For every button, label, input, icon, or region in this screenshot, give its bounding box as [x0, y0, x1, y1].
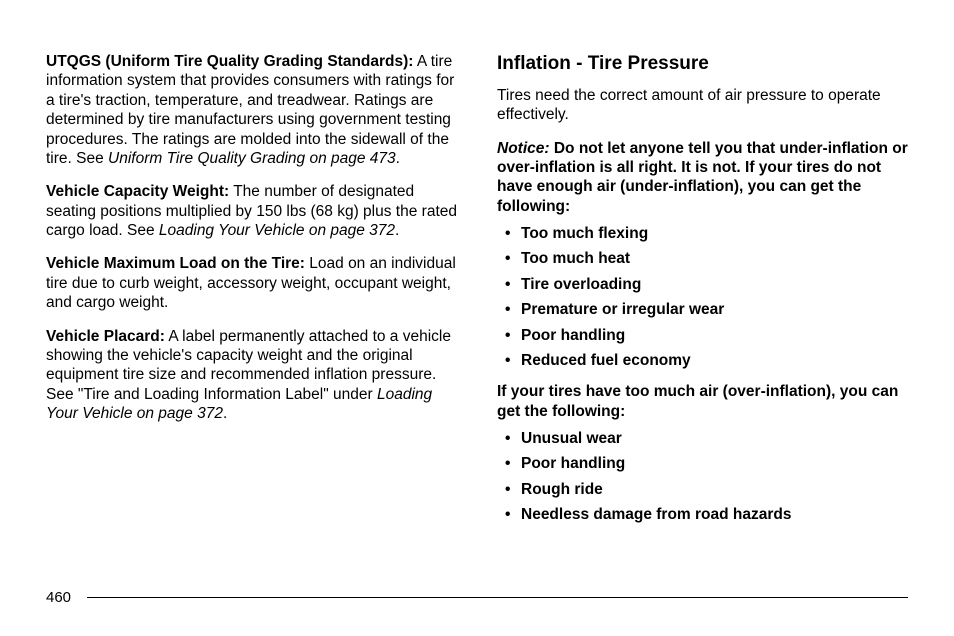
list-item: Unusual wear — [521, 429, 908, 448]
period-vp: . — [223, 405, 227, 422]
list-item: Too much heat — [521, 249, 908, 268]
list-item: Tire overloading — [521, 275, 908, 294]
term-vmlt: Vehicle Maximum Load on the Tire: — [46, 255, 305, 272]
term-utqgs: UTQGS (Uniform Tire Quality Grading Stan… — [46, 53, 413, 70]
footer-rule — [87, 597, 908, 599]
definition-vp: Vehicle Placard: A label permanently att… — [46, 327, 457, 424]
intro-text: Tires need the correct amount of air pre… — [497, 86, 908, 125]
over-inflation-list: Unusual wear Poor handling Rough ride Ne… — [497, 429, 908, 525]
definition-vcw: Vehicle Capacity Weight: The number of d… — [46, 182, 457, 240]
left-column: UTQGS (Uniform Tire Quality Grading Stan… — [46, 52, 457, 537]
list-item: Reduced fuel economy — [521, 351, 908, 370]
definition-vmlt: Vehicle Maximum Load on the Tire: Load o… — [46, 254, 457, 312]
term-vcw: Vehicle Capacity Weight: — [46, 183, 229, 200]
page-footer: 460 — [46, 589, 908, 606]
page-number: 460 — [46, 589, 71, 606]
list-item: Premature or irregular wear — [521, 300, 908, 319]
over-inflation-intro: If your tires have too much air (over-in… — [497, 382, 908, 421]
ref-vcw: Loading Your Vehicle on page 372 — [159, 222, 395, 239]
period-utqgs: . — [396, 150, 400, 167]
period-vcw: . — [395, 222, 399, 239]
right-column: Inflation - Tire Pressure Tires need the… — [497, 52, 908, 537]
notice-block: Notice: Do not let anyone tell you that … — [497, 139, 908, 217]
list-item: Rough ride — [521, 480, 908, 499]
under-inflation-list: Too much flexing Too much heat Tire over… — [497, 224, 908, 370]
notice-body: Do not let anyone tell you that under-in… — [497, 140, 908, 215]
section-heading: Inflation - Tire Pressure — [497, 52, 908, 76]
term-vp: Vehicle Placard: — [46, 328, 165, 345]
content-columns: UTQGS (Uniform Tire Quality Grading Stan… — [46, 52, 908, 537]
list-item: Too much flexing — [521, 224, 908, 243]
list-item: Poor handling — [521, 326, 908, 345]
ref-utqgs: Uniform Tire Quality Grading on page 473 — [108, 150, 396, 167]
list-item: Needless damage from road hazards — [521, 505, 908, 524]
list-item: Poor handling — [521, 454, 908, 473]
definition-utqgs: UTQGS (Uniform Tire Quality Grading Stan… — [46, 52, 457, 168]
notice-lead: Notice: — [497, 140, 550, 157]
